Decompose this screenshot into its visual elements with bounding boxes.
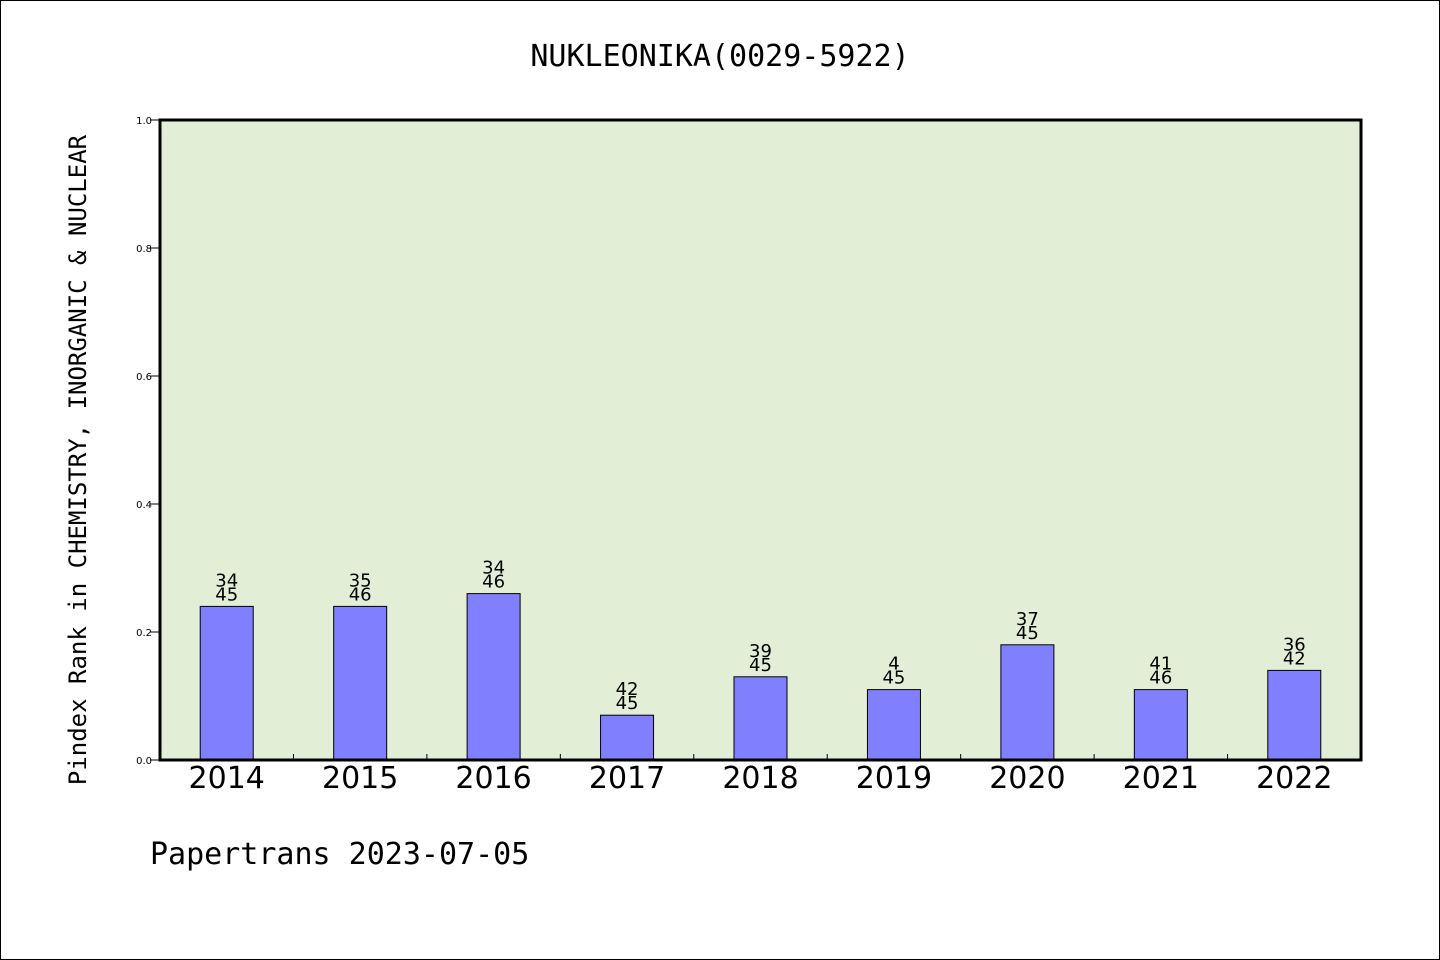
- bar-2022: [1267, 669, 1322, 761]
- bar-total-label: 45: [215, 584, 238, 605]
- plot-border: [158, 118, 1363, 762]
- y-tick-label: 0.4: [136, 500, 152, 511]
- bar-total-label: 45: [882, 668, 905, 689]
- bar-rank-label: 36: [1283, 634, 1306, 655]
- bar-2019: [866, 689, 921, 761]
- bar-total-label: 45: [749, 655, 772, 676]
- bar-total-label: 45: [1016, 623, 1039, 644]
- y-tick-label: 0.2: [136, 628, 152, 639]
- bar-rank-label: 37: [1016, 609, 1039, 630]
- bar-total-label: 45: [616, 693, 639, 714]
- x-tick-label: 2018: [722, 761, 798, 796]
- bar-rank-label: 35: [349, 570, 372, 591]
- y-tick-label: 0.8: [136, 244, 152, 255]
- footer-text: Papertrans 2023-07-05: [150, 837, 529, 872]
- bar-2020: [1000, 644, 1055, 761]
- bar-total-label: 42: [1283, 648, 1306, 669]
- x-tick-label: 2020: [989, 761, 1065, 796]
- bar-2018: [733, 676, 788, 761]
- bar-rank-label: 34: [482, 558, 505, 579]
- x-tick-label: 2019: [856, 761, 932, 796]
- x-tick-label: 2021: [1123, 761, 1199, 796]
- x-tick-label: 2014: [189, 761, 265, 796]
- bar-2015: [333, 605, 388, 761]
- bar-2017: [600, 714, 655, 761]
- y-tick-label: 1.0: [136, 116, 152, 127]
- bar-total-label: 46: [349, 584, 372, 605]
- chart-title: NUKLEONIKA(0029-5922): [530, 39, 909, 74]
- bar-rank-label: 42: [616, 679, 639, 700]
- bar-rank-label: 34: [215, 570, 238, 591]
- bar-2021: [1133, 689, 1188, 761]
- y-axis-label: Pindex Rank in CHEMISTRY, INORGANIC & NU…: [64, 134, 92, 785]
- bar-rank-label: 4: [888, 654, 899, 675]
- bar-2016: [466, 593, 521, 761]
- bar-total-label: 46: [482, 572, 505, 593]
- x-tick-label: 2022: [1256, 761, 1332, 796]
- bar-rank-label: 41: [1149, 654, 1172, 675]
- bar-total-label: 46: [1149, 668, 1172, 689]
- x-tick-label: 2015: [322, 761, 398, 796]
- x-tick-label: 2016: [455, 761, 531, 796]
- bar-2014: [199, 605, 254, 761]
- bar-rank-label: 39: [749, 641, 772, 662]
- x-tick-label: 2017: [589, 761, 665, 796]
- y-tick-label: 0.0: [136, 756, 152, 767]
- y-tick-label: 0.6: [136, 372, 152, 383]
